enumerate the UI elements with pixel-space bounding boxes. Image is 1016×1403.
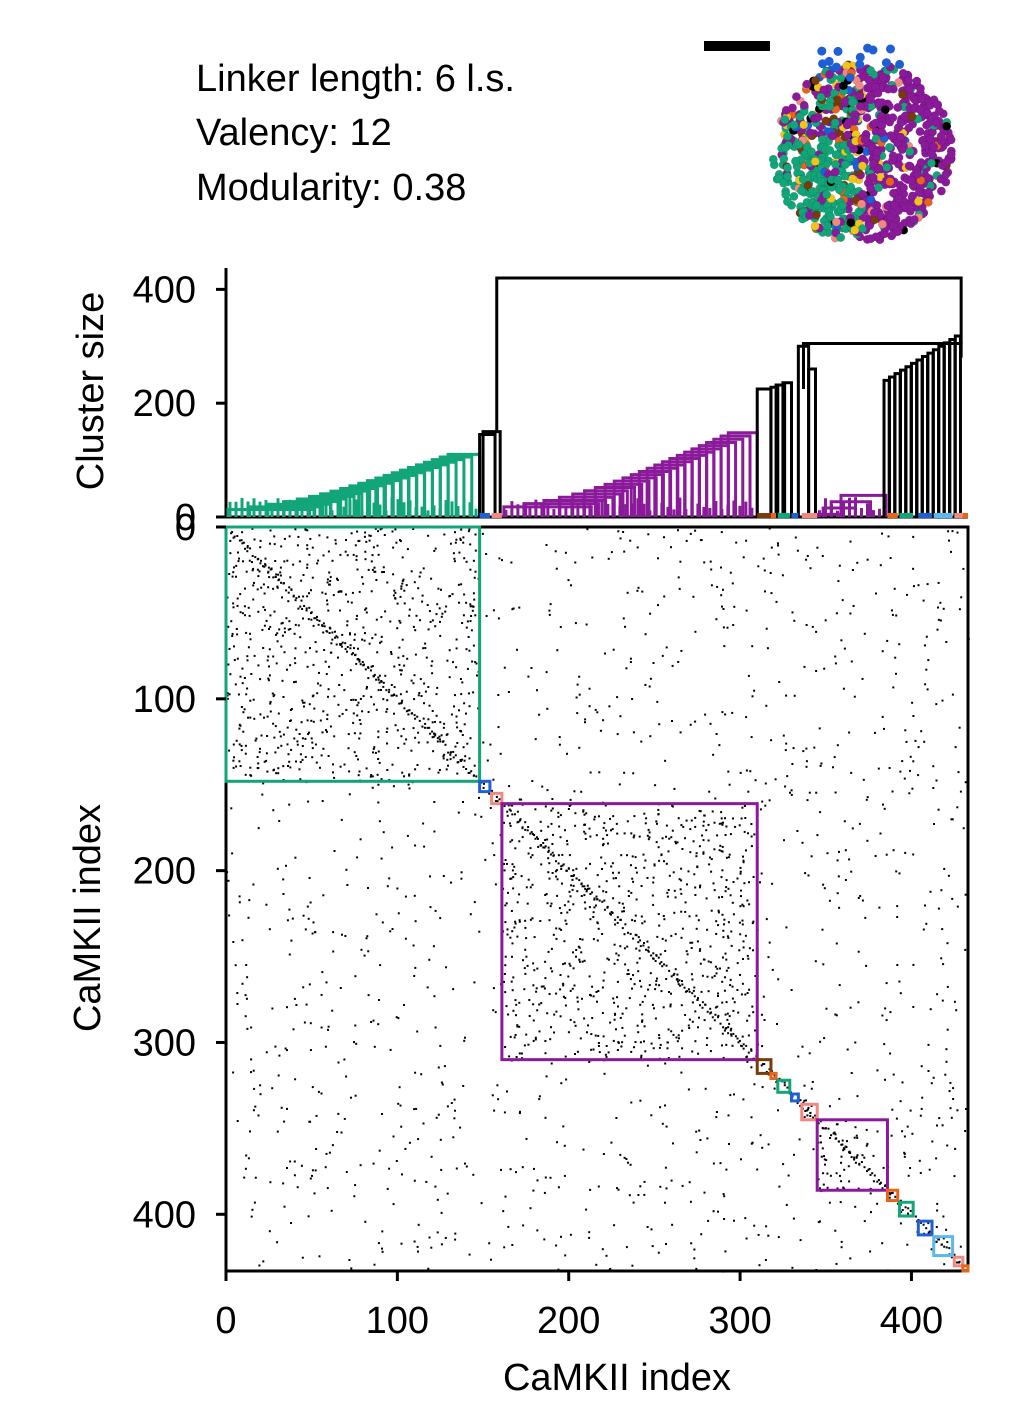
module-box: [776, 1078, 792, 1094]
module-box: [769, 1071, 778, 1081]
y-tick-label: 400: [133, 1194, 196, 1236]
heatmap-xlabel: CaMKII index: [503, 1357, 731, 1399]
leaf-marker: [770, 513, 777, 518]
dendrogram-tick-label: 400: [133, 269, 196, 311]
leaf-marker: [933, 513, 953, 518]
module-box: [490, 791, 504, 806]
module-box: [885, 1188, 900, 1203]
dendrogram-link: [524, 502, 600, 517]
leaf-marker: [962, 513, 968, 518]
module-box: [500, 802, 759, 1062]
dendrogram-panel: 0 200 400 Cluster size: [70, 268, 968, 539]
linker-length-text: Linker length: 6 l.s.: [196, 58, 515, 100]
modularity-text: Modularity: 0.38: [196, 167, 467, 209]
module-box: [478, 779, 492, 794]
x-tick-label: 200: [537, 1300, 600, 1342]
module-box: [789, 1092, 800, 1103]
x-tick-label: 400: [880, 1300, 943, 1342]
heatmap-frame: [224, 525, 970, 1273]
dendrogram-link: [495, 276, 963, 432]
dendrogram-link: [769, 385, 780, 517]
leaf-marker: [899, 513, 914, 518]
x-tick-label: 0: [215, 1300, 236, 1342]
leaf-marker: [777, 513, 790, 518]
leaf-marker: [801, 513, 818, 518]
y-tick-label: 200: [133, 851, 196, 893]
module-box: [916, 1219, 934, 1237]
dendrogram-link: [774, 383, 787, 517]
leaf-marker: [954, 513, 963, 518]
dendrogram-link: [781, 381, 793, 517]
y-tick-label: 0: [175, 507, 196, 549]
dendrogram-link: [719, 434, 752, 517]
dendrogram-link: [481, 430, 502, 517]
valency-text: Valency: 12: [196, 112, 392, 154]
condensate-rendering-image: [768, 43, 956, 245]
leaf-marker: [491, 513, 502, 518]
module-box: [952, 1255, 965, 1268]
dendrogram-ylabel: Cluster size: [70, 292, 112, 491]
leaf-marker: [918, 513, 933, 518]
leaf-marker: [479, 513, 490, 518]
module-box: [932, 1235, 955, 1258]
dendrogram-tick-label: 0: [175, 497, 196, 539]
scale-bar: [704, 41, 770, 51]
y-tick-label: 300: [133, 1022, 196, 1064]
dendrogram-link: [953, 334, 962, 517]
dendrogram-link: [438, 455, 474, 517]
dendrogram-tick-label: 200: [133, 383, 196, 425]
dendrogram-link: [248, 505, 325, 517]
y-tick-label: 100: [133, 679, 196, 721]
x-tick-label: 100: [366, 1300, 429, 1342]
x-tick-label: 300: [708, 1300, 771, 1342]
module-box: [755, 1058, 773, 1075]
heatmap-panel: 0 100 200 300 400 0 100 200 300 400 CaMKII index…: [67, 507, 970, 1399]
leaf-marker: [757, 513, 771, 518]
dendrogram-link: [801, 341, 963, 389]
dendrogram-link: [478, 432, 497, 517]
leaf-marker: [887, 513, 898, 518]
heatmap-dots: [226, 526, 970, 1273]
dendrogram-link: [807, 367, 817, 517]
module-box: [815, 1118, 889, 1192]
dendrogram-link: [755, 387, 773, 517]
heatmap-ylabel: CaMKII index: [67, 804, 109, 1032]
module-box: [224, 525, 482, 783]
module-box: [961, 1264, 970, 1273]
module-box: [800, 1102, 819, 1122]
module-box: [897, 1200, 915, 1218]
leaf-marker: [791, 513, 799, 518]
